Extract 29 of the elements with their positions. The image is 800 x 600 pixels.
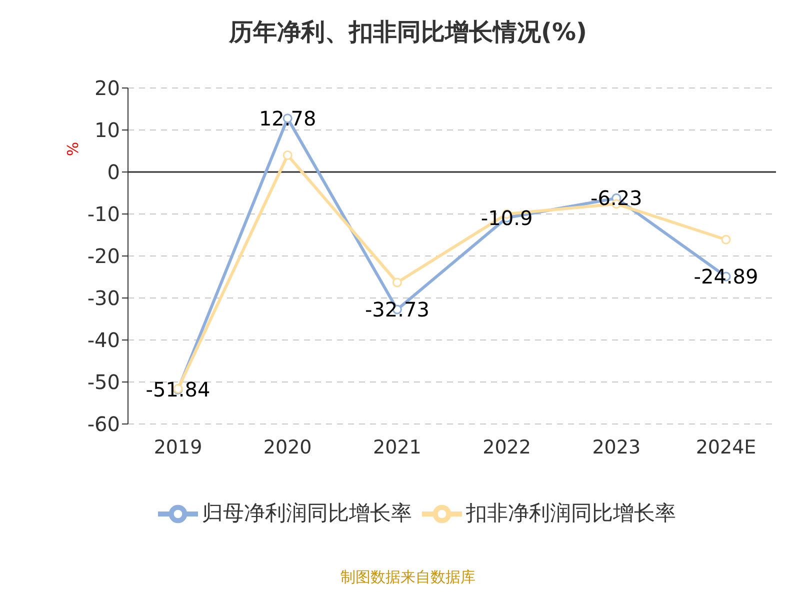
point [721,234,731,244]
legend-label: 扣非净利润同比增长率 [466,500,676,525]
y-axis-title: % [64,142,82,156]
data-label: -24.89 [694,264,758,289]
x-tick-label: 2020 [263,436,312,458]
data-label: -32.73 [364,297,430,322]
point [392,278,402,288]
data-label: -10.9 [480,206,533,230]
y-tick-label: -10 [87,202,120,226]
y-tick-label: -60 [87,412,120,436]
x-tick-label: 2021 [373,436,422,458]
y-tick-label: 0 [107,160,120,184]
x-tick-label: 2019 [154,436,202,458]
chart-title: 历年净利、扣非同比增长情况(%) [228,17,588,48]
data-label: -6.23 [590,186,642,210]
legend-label: 归母净利润同比增长率 [202,500,412,525]
y-tick-label: 20 [94,76,120,100]
y-tick-label: -30 [87,286,120,310]
text: 制图数据来自数据库 [340,568,476,587]
x-tick-label: 2024E [696,436,756,458]
y-tick-label: -40 [87,328,120,352]
data-label: -51.84 [146,378,210,402]
data-label: 12.78 [258,106,316,130]
y-tick-label: -50 [87,370,120,394]
point [282,150,292,160]
y-tick-label: -20 [87,244,120,268]
x-tick-label: 2023 [592,436,641,458]
y-tick-label: 10 [94,118,120,142]
x-tick-label: 2022 [482,436,531,458]
